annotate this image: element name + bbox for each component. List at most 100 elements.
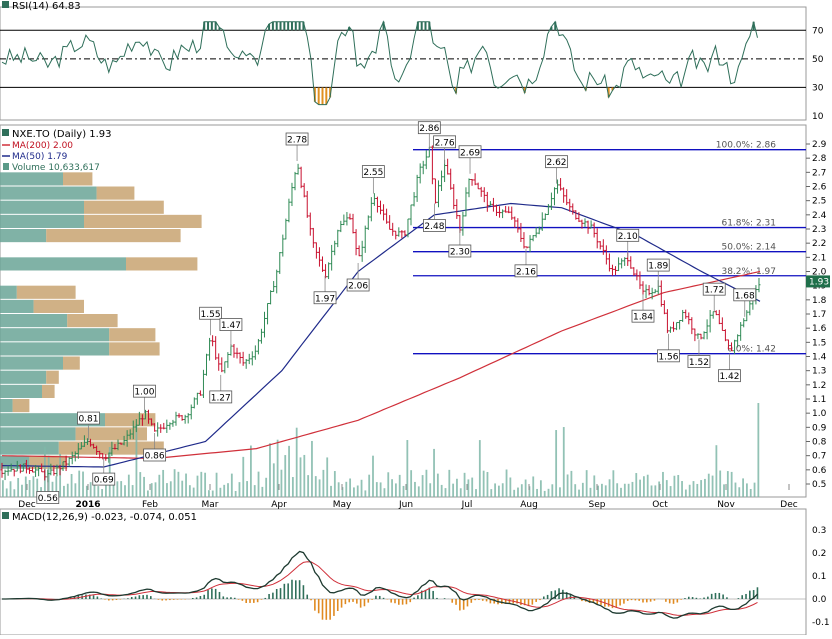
volume-profile-up-11 <box>0 356 63 370</box>
volume-bar <box>5 488 8 497</box>
volume-bar <box>311 440 313 497</box>
volume-bar <box>257 471 260 497</box>
volume-bar <box>230 473 233 497</box>
volume-profile-up-2 <box>0 200 84 214</box>
volume-profile-down-6 <box>16 285 76 299</box>
volume-bar <box>559 487 561 497</box>
volume-bar <box>402 485 405 497</box>
volume-bar <box>127 474 130 497</box>
volume-bar <box>211 490 214 497</box>
volume-bar <box>55 476 58 497</box>
volume-profile-up-7 <box>0 299 34 313</box>
volume-bar <box>192 487 195 497</box>
volume-bar <box>421 475 424 497</box>
volume-bar <box>17 478 20 497</box>
annotation-label-19: 2.10 <box>618 232 638 242</box>
volume-bar <box>200 471 203 497</box>
volume-bar <box>112 481 115 497</box>
volume-bar <box>394 483 397 497</box>
volume-bar <box>288 445 290 497</box>
annotation-label-22: 1.56 <box>658 352 678 362</box>
ma50-legend: MA(50) 1.79 <box>12 152 68 162</box>
volume-bar <box>707 473 710 497</box>
price-tick-label-23: 0.6 <box>812 466 827 476</box>
volume-bar <box>63 485 65 497</box>
annotation-label-8: 2.78 <box>287 136 307 146</box>
volume-bar <box>631 481 634 497</box>
volume-bar <box>318 479 321 497</box>
volume-bar <box>219 487 222 497</box>
macd-tick-label-1: 0.2 <box>812 549 826 559</box>
volume-bar <box>562 427 565 497</box>
volume-bar <box>242 456 245 497</box>
volume-profile-up-4 <box>0 229 47 243</box>
annotation-label-26: 1.68 <box>735 291 755 301</box>
volume-bar <box>131 485 134 497</box>
annotation-label-12: 2.86 <box>419 124 439 134</box>
annotation-box-10 <box>346 278 370 292</box>
volume-bar <box>368 474 371 497</box>
x-tick-label-6: Jun <box>398 500 413 510</box>
ma200-legend: MA(200) 2.00 <box>12 141 73 151</box>
annotation-label-10: 2.06 <box>348 282 368 292</box>
volume-bar <box>32 476 35 497</box>
volume-bar <box>51 481 54 497</box>
volume-bar <box>501 483 504 497</box>
volume-bar <box>627 483 630 497</box>
volume-profile-down-11 <box>63 356 80 370</box>
volume-bar <box>185 473 187 497</box>
volume-bar <box>150 483 153 497</box>
volume-bar <box>539 480 542 497</box>
volume-bar <box>208 490 210 497</box>
volume-bar <box>66 483 69 497</box>
macd-legend-text: MACD(12,26,9) -0.023, -0.074, 0.051 <box>12 512 197 523</box>
x-tick-label-9: Sep <box>589 500 606 510</box>
volume-bar <box>261 486 264 497</box>
volume-bar <box>452 483 455 497</box>
volume-bar <box>555 430 558 497</box>
rsi-layer: 70 50 30 10 <box>0 20 824 122</box>
volume-profile-down-7 <box>33 299 84 313</box>
volume-bar <box>429 483 432 497</box>
volume-bar <box>513 489 516 497</box>
annotation-label-4: 0.86 <box>145 452 165 462</box>
volume-bar <box>322 469 325 497</box>
volume-profile-layer <box>0 172 202 469</box>
volume-bar <box>166 483 168 497</box>
volume-profile-up-8 <box>0 314 68 328</box>
volume-bar <box>146 490 149 497</box>
volume-bar <box>475 489 477 497</box>
price-bars-layer <box>0 145 761 483</box>
volume-bar <box>307 475 310 497</box>
annotation-box-9 <box>313 291 337 305</box>
annotation-box-16 <box>458 145 482 159</box>
volume-bar <box>93 476 96 497</box>
volume-profile-down-2 <box>84 200 164 214</box>
volume-profile-down-8 <box>67 314 118 328</box>
fibonacci-layer: 100.0%: 2.86 61.8%: 2.31 50.0%: 2.14 38.2%:… <box>413 141 806 355</box>
annotation-label-24: 1.52 <box>689 358 709 368</box>
volume-bar <box>337 482 340 497</box>
volume-bar <box>227 483 229 497</box>
volume-bar <box>688 484 691 497</box>
volume-bar <box>459 488 462 497</box>
annotation-label-18: 2.62 <box>546 158 566 168</box>
rsi-tick-label-2: 30 <box>812 83 824 93</box>
price-tick-label-21: 0.8 <box>812 438 827 448</box>
annotation-label-0: 0.56 <box>38 494 58 504</box>
volume-bar <box>494 483 496 497</box>
volume-bar <box>425 469 428 497</box>
annotation-box-20 <box>631 309 655 323</box>
volume-bar <box>543 490 546 497</box>
volume-bar <box>299 457 302 497</box>
volume-profile-down-16 <box>75 427 147 441</box>
price-tick-label-13: 1.6 <box>812 324 827 334</box>
volume-bar <box>250 445 252 497</box>
volume-bar <box>486 471 489 497</box>
ma200-line <box>1 270 761 460</box>
annotations-layer: 0.56 0.81 0.69 1.00 0.86 1.55 1.27 1.47 2.78 1.97… <box>36 121 757 504</box>
annotation-box-8 <box>285 132 309 146</box>
x-tick-label-1: 2016 <box>75 500 100 510</box>
macd-tick-label-0: 0.3 <box>812 526 826 536</box>
volume-bar <box>673 475 676 497</box>
